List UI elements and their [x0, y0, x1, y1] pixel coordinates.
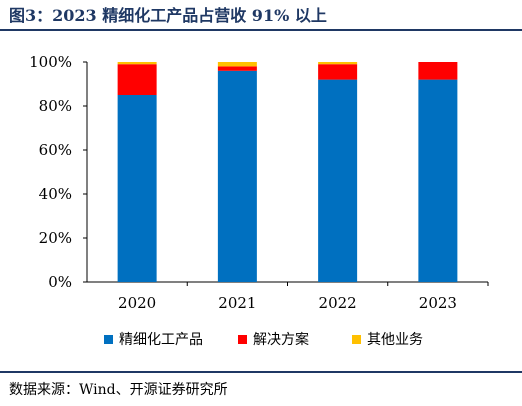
y-tick-label: 40%	[39, 185, 72, 203]
bar-segment-2020-series-2	[117, 64, 157, 95]
bar-segment-2021-series-3	[217, 62, 257, 67]
legend-label: 解决方案	[253, 332, 309, 348]
legend-swatch	[104, 334, 113, 344]
source-note: 数据来源：Wind、开源证券研究所	[9, 382, 228, 398]
bar-segment-2023-series-1	[418, 79, 458, 282]
stacked-bar-chart: 0% 20% 40% 60% 80% 100% 2020 2021 2022 2023	[29, 53, 489, 312]
legend-label: 精细化工产品	[119, 332, 203, 348]
bar-segment-2020-series-1	[117, 95, 157, 282]
bar-segment-2020-series-3	[117, 62, 157, 65]
y-tick-label: 80%	[39, 97, 72, 115]
y-tick-label: 100%	[29, 53, 72, 71]
figure-title: 图3：2023 精细化工产品占营收 91% 以上	[9, 6, 327, 25]
source-rule	[0, 371, 522, 373]
y-tick-label: 0%	[48, 273, 72, 291]
bar-segment-2022-series-3	[318, 62, 358, 65]
legend-item: 精细化工产品	[104, 329, 203, 349]
legend-item: 解决方案	[238, 329, 309, 349]
x-tick-label: 2023	[419, 294, 457, 312]
legend-swatch	[238, 334, 247, 344]
chart-legend: 精细化工产品 解决方案 其他业务	[0, 329, 522, 349]
x-tick-label: 2020	[118, 294, 156, 312]
bar-segment-2023-series-2	[418, 62, 458, 80]
x-tick-label: 2022	[319, 294, 357, 312]
bar-segment-2022-series-2	[318, 64, 358, 80]
legend-label: 其他业务	[367, 332, 423, 348]
legend-item: 其他业务	[352, 329, 423, 349]
bar-segment-2021-series-2	[217, 66, 257, 71]
title-rule	[0, 29, 522, 31]
bar-segment-2022-series-1	[318, 79, 358, 282]
y-tick-label: 20%	[39, 229, 72, 247]
y-tick-label: 60%	[39, 141, 72, 159]
bar-segment-2021-series-1	[217, 70, 257, 282]
legend-swatch	[352, 334, 361, 344]
x-tick-label: 2021	[218, 294, 256, 312]
